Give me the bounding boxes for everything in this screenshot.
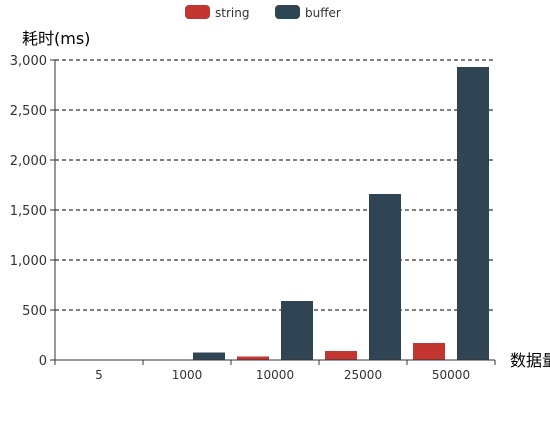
bar-string (413, 343, 445, 360)
y-tick-label: 2,500 (10, 104, 47, 119)
x-axis-title: 数据量 (510, 351, 550, 370)
bar-string (325, 351, 357, 360)
y-tick-label: 1,500 (10, 204, 47, 219)
x-tick-label: 10000 (256, 368, 294, 382)
grid-lines (55, 59, 495, 311)
y-tick-label: 2,000 (10, 154, 47, 169)
y-tick-label: 3,000 (10, 54, 47, 69)
legend-item-string[interactable]: string (185, 5, 249, 20)
legend-label: buffer (305, 6, 341, 20)
y-tick-label: 1,000 (10, 254, 47, 269)
bars (61, 67, 489, 360)
x-tick-label: 50000 (432, 368, 470, 382)
bar-buffer (457, 67, 489, 360)
legend-item-buffer[interactable]: buffer (275, 5, 341, 20)
x-tick-label: 5 (95, 368, 103, 382)
y-axis-title: 耗时(ms) (22, 29, 90, 48)
legend-swatch (185, 5, 210, 19)
bar-string (237, 356, 269, 360)
bar-buffer (193, 352, 225, 360)
x-tick-label: 25000 (344, 368, 382, 382)
y-tick-label: 0 (39, 354, 47, 369)
bar-buffer (281, 301, 313, 360)
legend-label: string (215, 6, 249, 20)
legend[interactable]: string buffer (185, 5, 341, 20)
legend-swatch (275, 5, 300, 19)
bar-buffer (369, 194, 401, 360)
axes: 0 500 1,000 1,500 2,000 2,500 3,000 5 1000 10000 2… (10, 54, 496, 382)
x-tick-label: 1000 (172, 368, 203, 382)
y-tick-label: 500 (22, 304, 47, 319)
